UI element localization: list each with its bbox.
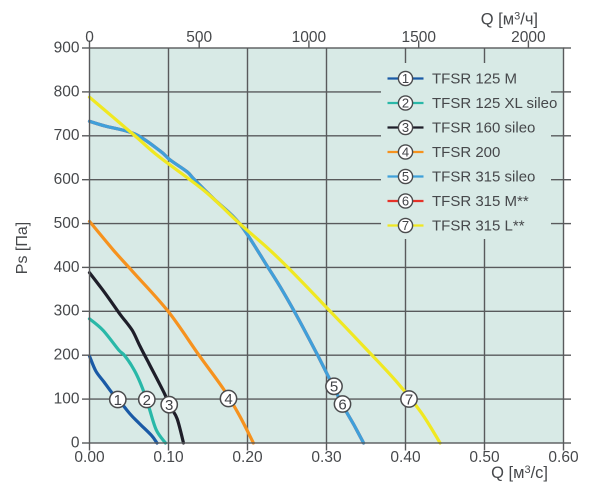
svg-text:0.60: 0.60	[548, 449, 579, 466]
svg-text:TFSR 315 M**: TFSR 315 M**	[432, 193, 529, 210]
svg-text:TFSR 160 sileo: TFSR 160 sileo	[432, 120, 535, 137]
svg-text:1000: 1000	[292, 29, 327, 46]
svg-text:0.20: 0.20	[232, 449, 263, 466]
svg-text:Ps [Па]: Ps [Па]	[14, 222, 31, 274]
svg-text:0.30: 0.30	[311, 449, 342, 466]
svg-text:Q [м3/ч]: Q [м3/ч]	[481, 11, 538, 29]
svg-text:TFSR 315 sileo: TFSR 315 sileo	[432, 169, 535, 186]
svg-text:TFSR 315 L**: TFSR 315 L**	[432, 218, 525, 235]
svg-text:2: 2	[402, 95, 409, 110]
svg-text:1500: 1500	[401, 29, 436, 46]
svg-text:TFSR 125 M: TFSR 125 M	[432, 71, 517, 88]
svg-text:1: 1	[114, 392, 122, 409]
svg-text:6: 6	[402, 193, 409, 208]
svg-text:4: 4	[224, 391, 232, 408]
svg-text:2: 2	[143, 392, 151, 409]
svg-text:4: 4	[402, 144, 409, 159]
svg-text:7: 7	[405, 391, 413, 408]
svg-text:800: 800	[54, 83, 80, 100]
svg-text:Q [м3/c]: Q [м3/c]	[491, 464, 548, 482]
svg-text:7: 7	[402, 218, 409, 233]
svg-text:200: 200	[54, 347, 80, 364]
svg-text:0.40: 0.40	[390, 449, 421, 466]
svg-text:0: 0	[71, 434, 80, 451]
svg-text:2000: 2000	[511, 29, 546, 46]
svg-text:600: 600	[54, 171, 80, 188]
svg-text:1: 1	[402, 71, 409, 86]
svg-text:6: 6	[338, 396, 346, 413]
svg-text:5: 5	[402, 169, 409, 184]
svg-text:3: 3	[165, 397, 173, 414]
svg-text:300: 300	[54, 303, 80, 320]
svg-text:5: 5	[330, 379, 338, 396]
svg-text:400: 400	[54, 259, 80, 276]
svg-text:0.50: 0.50	[469, 449, 500, 466]
svg-text:100: 100	[54, 391, 80, 408]
svg-text:900: 900	[54, 39, 80, 56]
svg-text:700: 700	[54, 127, 80, 144]
svg-text:TFSR 200: TFSR 200	[432, 144, 500, 161]
svg-text:TFSR 125 XL sileo: TFSR 125 XL sileo	[432, 95, 557, 112]
svg-text:500: 500	[186, 29, 212, 46]
svg-text:0.10: 0.10	[153, 449, 184, 466]
svg-text:0.00: 0.00	[74, 449, 105, 466]
svg-text:3: 3	[402, 120, 409, 135]
svg-text:0: 0	[85, 29, 94, 46]
svg-text:500: 500	[54, 215, 80, 232]
